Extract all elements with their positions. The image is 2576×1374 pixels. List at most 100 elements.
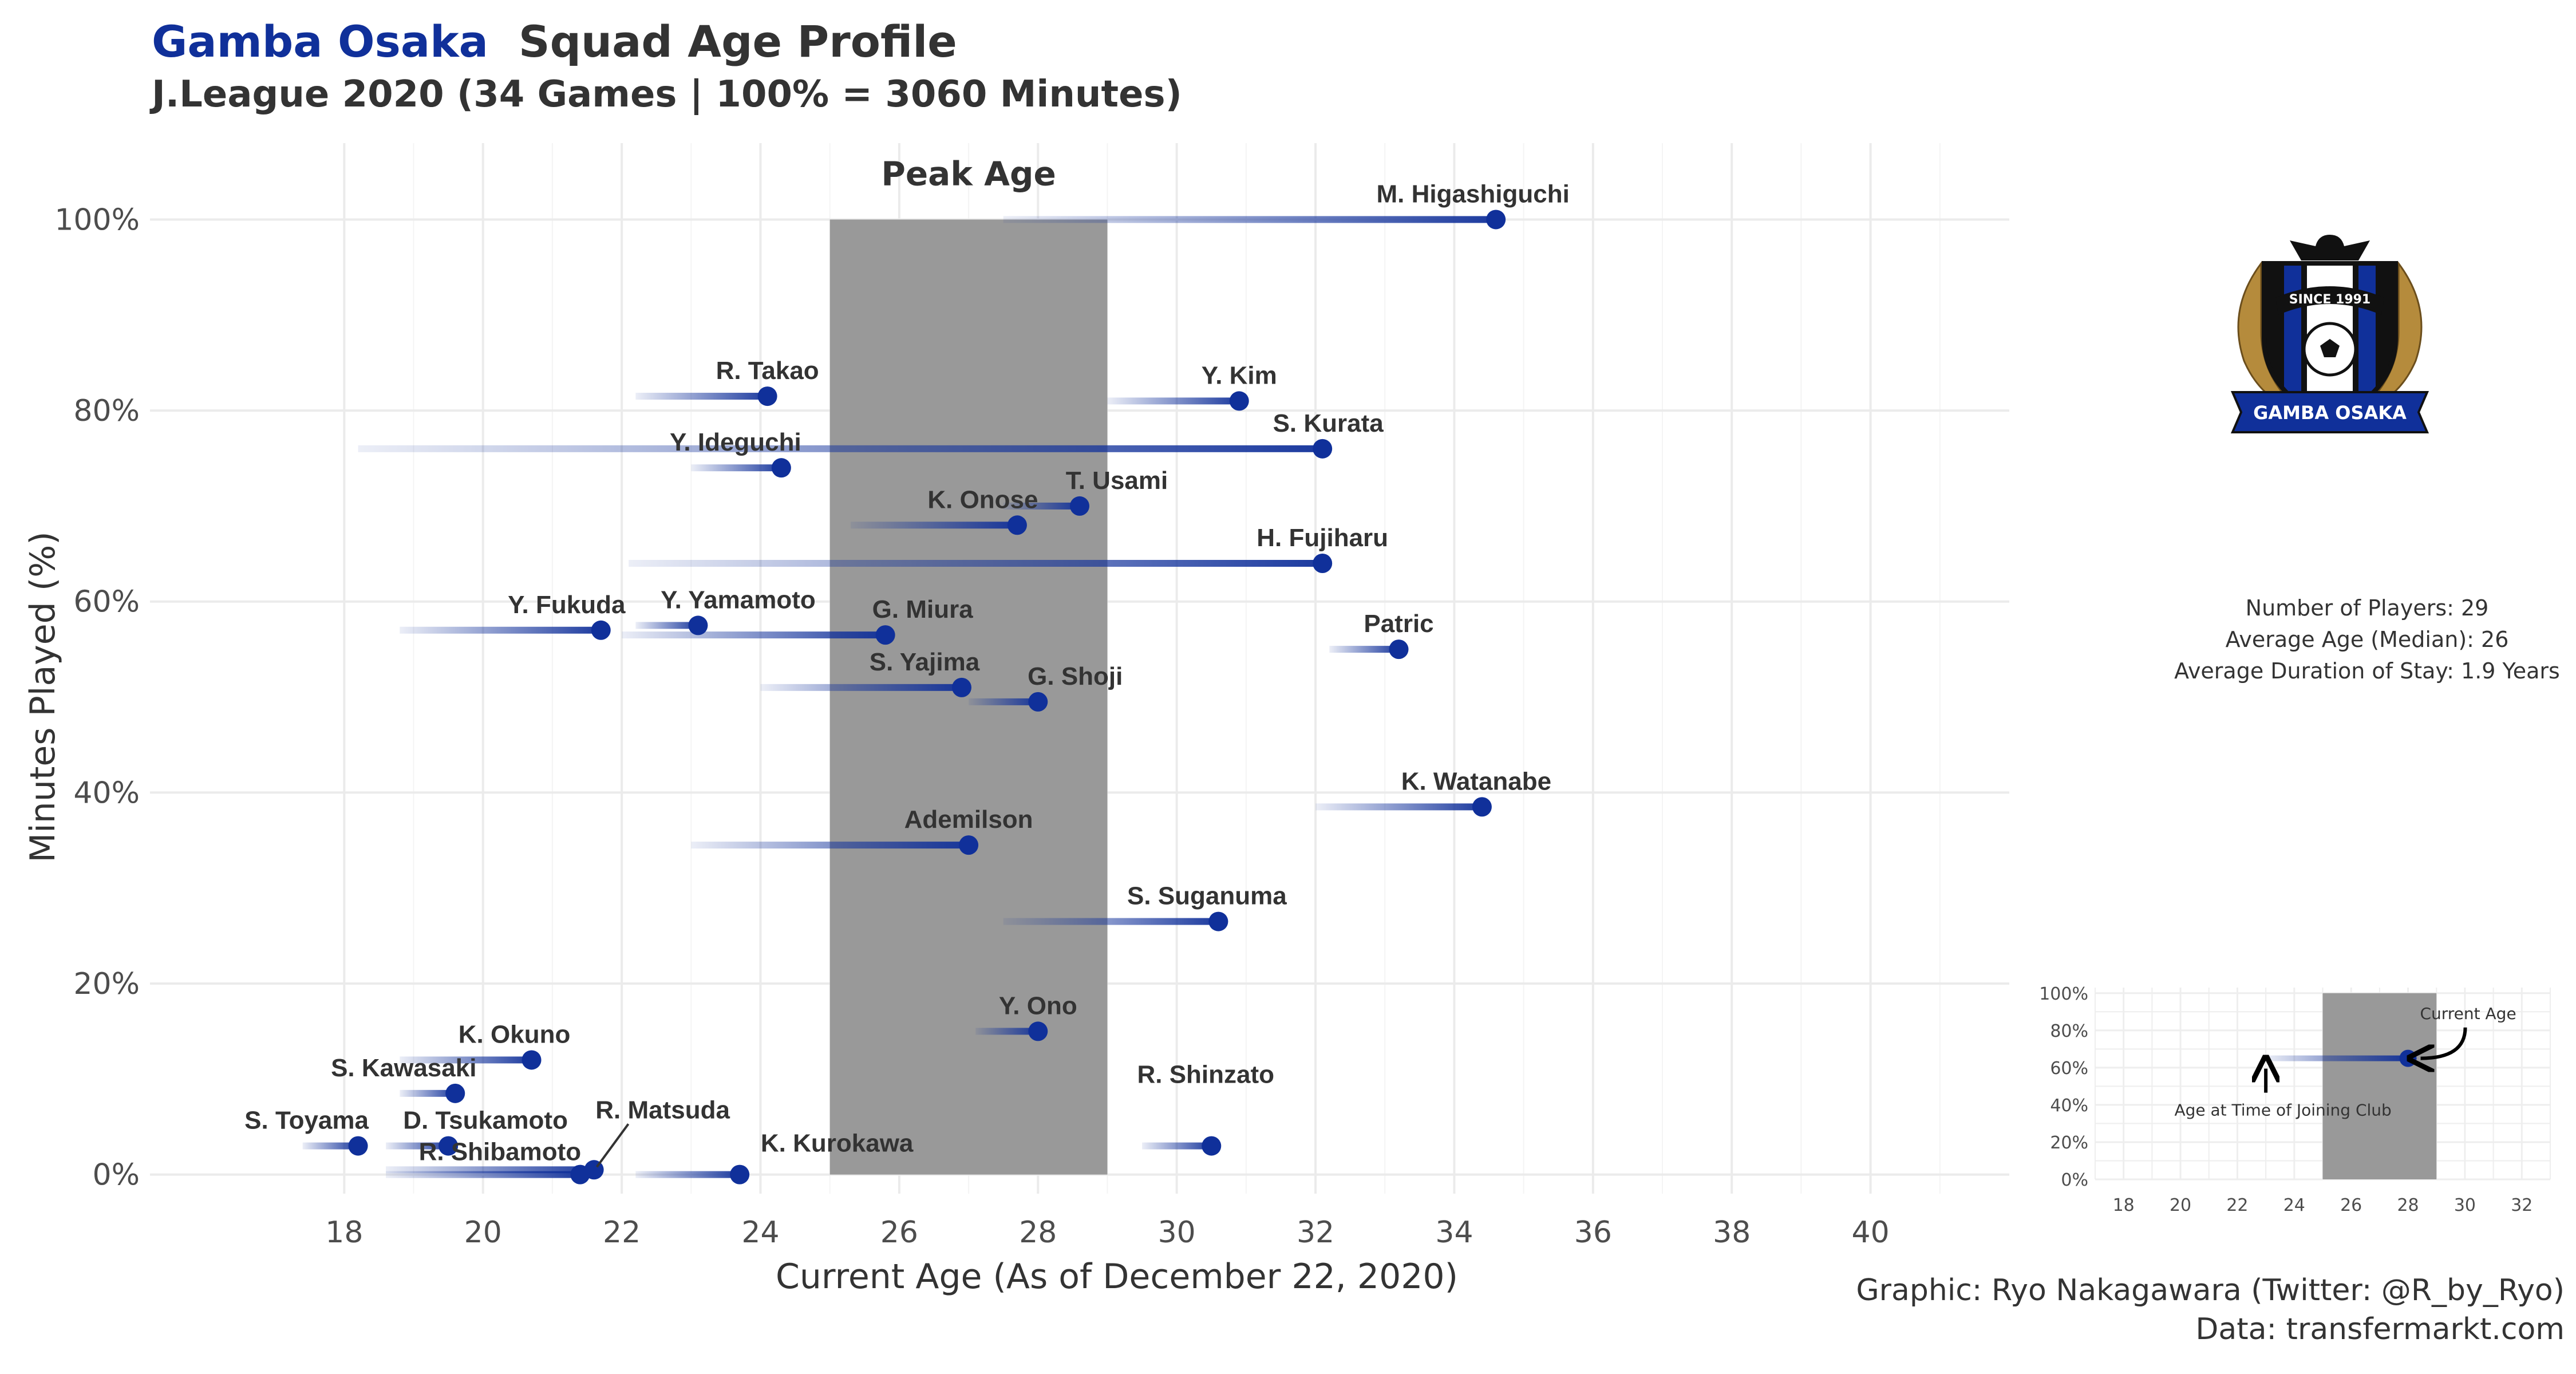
player-point [1472,797,1492,817]
player-label: Y. Fukuda [508,591,626,619]
tenure-bar [1142,1142,1212,1150]
x-tick-label: 38 [1713,1215,1751,1250]
y-tick-label: 80% [73,394,140,428]
player-point [875,625,895,645]
inset-y-tick-label: 20% [2050,1133,2088,1153]
x-tick-label: 22 [603,1215,641,1250]
player-point [521,1050,542,1070]
player-label: R. Takao [716,357,819,385]
tenure-bar [386,1142,449,1150]
player-label: R. Shibamoto [419,1138,582,1166]
x-tick-label: 34 [1435,1215,1473,1250]
inset-x-tick-label: 20 [2170,1195,2191,1215]
player-label: Y. Ideguchi [670,428,801,456]
y-tick-label: 60% [73,585,140,619]
player-point [1389,639,1409,660]
player-point [951,677,971,697]
y-axis-title: Minutes Played (%) [23,531,63,862]
player-label: Ademilson [904,806,1033,834]
player-point [1313,439,1333,459]
player-point [771,458,791,478]
player-point [730,1164,750,1185]
y-tick-label: 0% [93,1158,140,1193]
player-point [591,620,611,640]
tenure-bar [1107,397,1239,405]
label-leader-line [596,1123,630,1168]
peak-age-band [829,219,1108,1175]
y-tick-label: 100% [54,203,140,237]
tenure-bar [386,1171,580,1178]
tenure-bar [302,1142,358,1150]
player-label: Y. Yamamoto [661,586,816,614]
player-label: R. Matsuda [595,1096,730,1124]
tenure-bar [622,631,886,639]
chart-title: Gamba Osaka Squad Age Profile [152,16,957,67]
inset-x-tick-label: 22 [2226,1195,2248,1215]
player-label: Patric [1364,610,1433,638]
logo-since-text: SINCE 1991 [2289,293,2371,307]
player-point [1028,1021,1048,1041]
x-tick-label: 30 [1158,1215,1196,1250]
player-label: S. Yajima [870,648,980,676]
inset-y-tick-label: 40% [2050,1096,2088,1116]
inset-current-age-note: Current Age [2420,1004,2516,1023]
tenure-bar [1315,803,1482,811]
tenure-bar [635,393,768,400]
caption-data-source: Data: transfermarkt.com [2195,1312,2565,1347]
inset-point [2399,1049,2417,1067]
player-label: S. Kawasaki [331,1054,476,1082]
chart-subtitle: J.League 2020 (34 Games | 100% = 3060 Mi… [152,73,1182,116]
tenure-bar [969,698,1038,705]
tenure-bar [691,464,781,472]
x-tick-label: 32 [1297,1215,1334,1250]
player-label: G. Miura [872,595,974,623]
tenure-bar [400,1056,532,1064]
tenure-bar [851,522,1017,529]
peak-age-label: Peak Age [881,154,1056,193]
player-point [1229,391,1249,411]
x-axis-title: Current Age (As of December 22, 2020) [776,1257,1458,1297]
tenure-bar [975,1028,1038,1035]
player-label: T. Usami [1066,467,1168,495]
caption-graphic-credit: Graphic: Ryo Nakagawara (Twitter: @R_by_… [1856,1273,2565,1308]
tenure-bar [1003,918,1219,925]
x-tick-label: 18 [325,1215,363,1250]
squad-summary: Number of Players: 29 Average Age (Media… [2038,593,2576,687]
inset-peak-band [2322,993,2437,1179]
tenure-bar [691,842,969,849]
logo-name-text: GAMBA OSAKA [2253,402,2407,424]
tenure-bar [1003,216,1496,223]
y-tick-label: 40% [73,776,140,810]
chart-caption: Graphic: Ryo Nakagawara (Twitter: @R_by_… [1856,1271,2565,1349]
inset-x-tick-label: 24 [2283,1195,2305,1215]
player-label: D. Tsukamoto [403,1107,568,1135]
x-tick-label: 20 [464,1215,502,1250]
average-age: Average Age (Median): 26 [2225,627,2509,652]
inset-joined-age-note: Age at Time of Joining Club [2174,1101,2391,1120]
tenure-bar [1003,502,1080,510]
tenure-bar [400,1089,456,1097]
player-point [959,835,979,855]
tenure-bar [358,445,1323,452]
tenure-bar [1329,646,1399,653]
x-tick-label: 24 [741,1215,779,1250]
player-label: Y. Kim [1202,361,1277,389]
player-point [445,1083,465,1103]
player-point [1313,554,1333,573]
player-point [1486,210,1506,230]
player-point [348,1136,368,1156]
average-stay: Average Duration of Stay: 1.9 Years [2174,658,2560,684]
title-club-name: Gamba Osaka [152,16,488,67]
player-point [438,1136,459,1156]
player-label: S. Toyama [244,1107,369,1135]
player-label: G. Shoji [1028,662,1123,690]
player-point [1202,1136,1222,1156]
x-tick-label: 28 [1019,1215,1057,1250]
x-tick-label: 40 [1852,1215,1890,1250]
player-label: K. Kurokawa [761,1130,914,1158]
tenure-bar [635,1171,740,1178]
inset-y-tick-label: 80% [2050,1021,2088,1041]
club-logo: SINCE 1991 GAMBA OSAKA [2230,235,2429,433]
tenure-bar [629,560,1323,567]
x-tick-label: 26 [880,1215,918,1250]
